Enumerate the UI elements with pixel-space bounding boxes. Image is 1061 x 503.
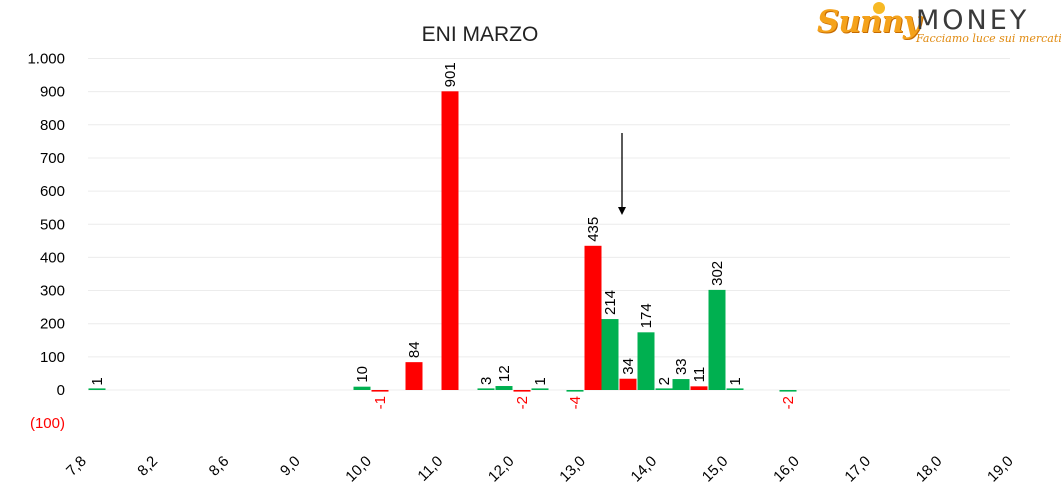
annotation [618,133,626,215]
y-tick-label: 600 [40,183,65,200]
x-tick-label: 16,0 [770,453,803,486]
data-label: -2 [514,396,531,409]
x-tick-label: 8,2 [134,453,161,480]
data-label: 12 [496,365,513,382]
x-axis-ticks: 7,8 8,2 8,6 9,0 10,0 11,0 12,0 13,0 14,0 15,0 16,0… [63,453,1017,486]
gridlines [88,58,1010,391]
bar [601,319,619,390]
chart-title: ENI MARZO [422,23,539,46]
y-axis-ticks: (100) 0 100 200 300 400 500 600 700 800 900 1.000 [27,51,65,433]
y-tick-label: 0 [57,382,65,399]
bar [531,388,549,390]
bar [566,390,584,392]
y-tick-label: 400 [40,249,65,266]
y-tick-label: 100 [40,349,65,366]
bar [88,388,106,390]
bar [353,386,371,390]
bar [619,378,637,390]
bar [513,390,531,392]
bar [708,289,726,390]
x-tick-label: 10,0 [342,453,375,486]
bar [371,390,389,392]
logo-brand-money: MONEY [916,5,1030,36]
data-label: -1 [372,396,389,409]
data-label: 1 [532,377,549,385]
x-tick-label: 12,0 [485,453,518,486]
bar [477,388,495,390]
x-tick-label: 17,0 [841,453,874,486]
y-tick-label: 300 [40,283,65,300]
arrow-head-icon [618,207,626,215]
x-tick-label: 7,8 [63,453,90,480]
data-label: 1 [727,377,744,385]
data-label: -2 [780,396,797,409]
y-tick-label: 700 [40,150,65,167]
data-label: 1 [89,377,106,385]
x-tick-label: 13,0 [556,453,589,486]
x-tick-label: 14,0 [628,453,661,486]
data-label: 214 [602,290,619,315]
bar [405,362,423,390]
x-tick-label: 18,0 [913,453,946,486]
data-label: 3 [478,377,495,385]
data-label: 2 [656,377,673,385]
data-label: 435 [585,217,602,242]
data-label: 11 [691,367,708,383]
y-tick-label: 900 [40,84,65,101]
y-tick-label: 800 [40,117,65,134]
data-label: 10 [354,366,371,383]
data-label: 901 [442,62,459,87]
bar [637,332,655,390]
bar [672,379,690,390]
bar [690,386,708,390]
data-label: 33 [673,358,690,375]
logo-tagline: Facciamo luce sui mercati [916,32,1061,45]
x-tick-label: 19,0 [984,453,1017,486]
bar [726,388,744,390]
data-label: 174 [638,303,655,328]
data-label: 302 [709,261,726,286]
logo-brand-sunny: Sunny [817,4,921,40]
y-tick-label: 1.000 [27,51,65,68]
data-label: 84 [406,341,423,358]
sun-icon [873,2,885,14]
bar [655,388,673,390]
data-label: -4 [567,396,584,409]
bar [495,386,513,390]
y-tick-label: 500 [40,216,65,233]
x-tick-label: 8,6 [206,453,233,480]
data-label: 34 [620,358,637,375]
bar [441,91,459,391]
y-tick-label: (100) [30,415,65,432]
sunny-money-logo: Sunny MONEY Facciamo luce sui mercati [815,2,1061,48]
bar [779,390,797,392]
y-tick-label: 200 [40,316,65,333]
x-tick-label: 15,0 [699,453,732,486]
bar [584,245,602,390]
bars [88,91,797,392]
x-tick-label: 9,0 [277,453,304,480]
x-tick-label: 11,0 [414,453,446,485]
data-labels: 1 10-1 84 901 3 12 -2 1 -4 435 214 34 174 233 11 302 1 -2 [89,62,797,409]
